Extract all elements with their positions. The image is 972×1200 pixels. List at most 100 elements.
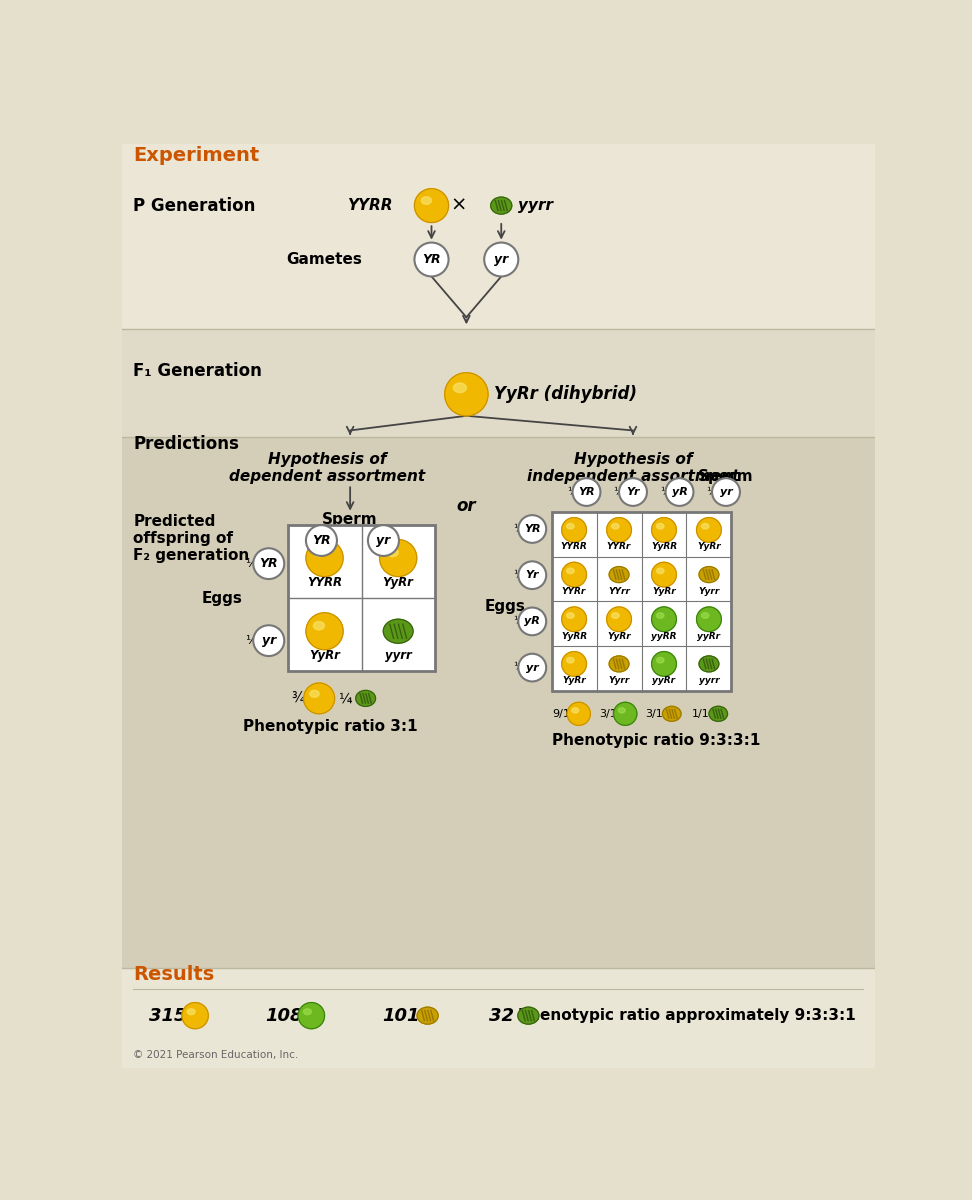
Text: ¼: ¼ [513,524,524,534]
Circle shape [444,373,488,416]
Text: YR: YR [312,534,330,547]
Text: yr: yr [376,534,391,547]
FancyBboxPatch shape [122,968,875,1068]
Circle shape [414,188,448,222]
Ellipse shape [618,708,625,713]
Circle shape [697,607,721,631]
Circle shape [306,540,343,576]
Text: ½: ½ [359,534,371,547]
Circle shape [518,654,546,682]
Circle shape [518,607,546,635]
Circle shape [651,652,677,677]
Ellipse shape [417,1007,438,1024]
Ellipse shape [663,707,681,721]
Text: 101: 101 [382,1007,419,1025]
Ellipse shape [421,197,432,204]
Text: Phenotypic ratio 3:1: Phenotypic ratio 3:1 [243,719,418,733]
Circle shape [562,607,586,631]
Ellipse shape [567,613,574,618]
Circle shape [697,517,721,542]
Text: YyRR: YyRR [561,631,587,641]
Text: yyRr: yyRr [697,631,720,641]
Text: YR: YR [422,253,441,266]
Text: or: or [457,497,476,515]
Text: ¼: ¼ [513,617,524,626]
Text: YYRR: YYRR [347,198,393,214]
Ellipse shape [310,690,319,697]
Circle shape [619,478,647,506]
Circle shape [651,607,677,631]
Text: yyRR: yyRR [651,631,677,641]
Text: Experiment: Experiment [133,146,260,166]
Ellipse shape [567,568,574,574]
Circle shape [562,563,586,587]
Text: © 2021 Pearson Education, Inc.: © 2021 Pearson Education, Inc. [133,1050,298,1061]
Text: ½: ½ [246,557,258,570]
Circle shape [380,540,417,576]
Ellipse shape [572,708,578,713]
Text: F₁ Generation: F₁ Generation [133,362,262,380]
Circle shape [567,702,590,725]
Circle shape [298,1002,325,1028]
Text: 315: 315 [150,1007,187,1025]
Ellipse shape [656,658,664,662]
Text: yr: yr [719,487,732,497]
Text: Phenotypic ratio approximately 9:3:3:1: Phenotypic ratio approximately 9:3:3:1 [518,1008,856,1024]
Text: YYrr: YYrr [608,587,630,596]
Text: YyRr: YyRr [309,649,340,662]
Text: 9/16: 9/16 [552,709,577,719]
Text: yR: yR [672,487,687,497]
Ellipse shape [567,658,574,662]
Text: yr: yr [261,634,276,647]
Text: Eggs: Eggs [485,599,526,613]
Text: ×: × [450,196,467,215]
Ellipse shape [702,523,709,529]
Text: yR: yR [524,617,540,626]
Circle shape [306,526,337,556]
FancyBboxPatch shape [288,526,435,672]
Text: YyRr: YyRr [652,587,676,596]
FancyBboxPatch shape [122,329,875,437]
FancyBboxPatch shape [122,144,875,329]
Text: yyRr: yyRr [652,677,676,685]
Circle shape [651,517,677,542]
Circle shape [651,563,677,587]
Text: 3/16: 3/16 [645,709,670,719]
Circle shape [414,242,448,276]
Circle shape [484,242,518,276]
Text: Yr: Yr [626,487,640,497]
Circle shape [666,478,693,506]
Text: Eggs: Eggs [202,590,243,606]
Ellipse shape [656,568,664,574]
Ellipse shape [702,613,709,618]
Ellipse shape [567,523,574,529]
Text: Predicted
offspring of
F₂ generation: Predicted offspring of F₂ generation [133,514,250,563]
Text: yr: yr [526,662,538,672]
Ellipse shape [609,656,629,672]
Circle shape [562,517,586,542]
Ellipse shape [611,523,619,529]
Ellipse shape [303,1009,311,1015]
Text: YyRr: YyRr [697,542,721,551]
Ellipse shape [188,1009,195,1015]
Circle shape [254,625,284,656]
Text: ¼: ¼ [513,662,524,672]
Text: YyRr (dihybrid): YyRr (dihybrid) [494,385,637,403]
Ellipse shape [453,383,467,392]
Ellipse shape [491,197,512,214]
Ellipse shape [699,566,719,582]
Text: 108: 108 [265,1007,303,1025]
Ellipse shape [383,619,413,643]
Circle shape [303,683,334,714]
Circle shape [607,517,632,542]
Circle shape [254,548,284,580]
Text: ¼: ¼ [707,487,717,497]
Text: Yyrr: Yyrr [698,587,719,596]
Circle shape [562,652,586,677]
Text: ½: ½ [296,534,309,547]
Text: YYRr: YYRr [607,542,631,551]
Text: YyRr: YyRr [562,677,586,685]
Text: Phenotypic ratio 9:3:3:1: Phenotypic ratio 9:3:3:1 [552,733,760,749]
Text: YR: YR [260,557,278,570]
Text: YyRR: YyRR [651,542,677,551]
